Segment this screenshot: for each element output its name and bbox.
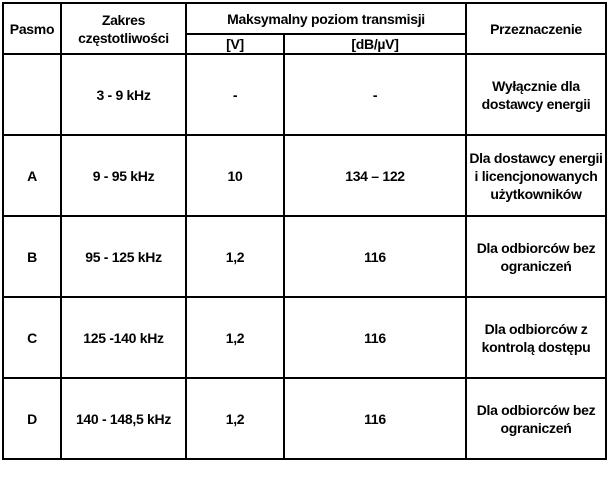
cell-zakres: 3 - 9 kHz	[60, 53, 187, 136]
table-row: C 125 -140 kHz 1,2 116 Dla odbiorców z k…	[2, 296, 607, 379]
cell-pasmo: B	[2, 215, 62, 298]
cell-przeznaczenie: Wyłącznie dla dostawcy energii	[465, 53, 607, 136]
cell-v: 10	[185, 134, 285, 217]
table-row: 3 - 9 kHz - - Wyłącznie dla dostawcy ene…	[2, 53, 607, 136]
cell-v: -	[185, 53, 285, 136]
cell-v: 1,2	[185, 215, 285, 298]
header-unit-db: [dB/µV]	[283, 33, 467, 55]
frequency-band-table: Pasmo Zakres częstotliwości Maksymalny p…	[2, 2, 607, 460]
table-row: A 9 - 95 kHz 10 134 – 122 Dla dostawcy e…	[2, 134, 607, 217]
cell-db: 116	[283, 296, 467, 379]
table-row: B 95 - 125 kHz 1,2 116 Dla odbiorców bez…	[2, 215, 607, 298]
header-pasmo: Pasmo	[2, 2, 62, 55]
cell-zakres: 95 - 125 kHz	[60, 215, 187, 298]
header-zakres: Zakres częstotliwości	[60, 2, 187, 55]
cell-przeznaczenie: Dla odbiorców bez ograniczeń	[465, 215, 607, 298]
cell-db: 134 – 122	[283, 134, 467, 217]
cell-przeznaczenie: Dla odbiorców bez ograniczeń	[465, 377, 607, 460]
cell-pasmo	[2, 53, 62, 136]
table-row: D 140 - 148,5 kHz 1,2 116 Dla odbiorców …	[2, 377, 607, 460]
cell-pasmo: A	[2, 134, 62, 217]
cell-v: 1,2	[185, 377, 285, 460]
header-maks: Maksymalny poziom transmisji	[185, 2, 467, 35]
cell-db: 116	[283, 377, 467, 460]
cell-v: 1,2	[185, 296, 285, 379]
cell-przeznaczenie: Dla odbiorców z kontrolą dostępu	[465, 296, 607, 379]
cell-zakres: 9 - 95 kHz	[60, 134, 187, 217]
cell-db: 116	[283, 215, 467, 298]
cell-db: -	[283, 53, 467, 136]
header-unit-v: [V]	[185, 33, 285, 55]
header-units-row: [V] [dB/µV]	[3, 33, 606, 55]
header-row: Pasmo Zakres częstotliwości Maksymalny p…	[2, 2, 607, 55]
header-przeznaczenie: Przeznaczenie	[465, 2, 607, 55]
cell-zakres: 125 -140 kHz	[60, 296, 187, 379]
cell-pasmo: C	[2, 296, 62, 379]
cell-pasmo: D	[2, 377, 62, 460]
cell-przeznaczenie: Dla dostawcy energii i licencjonowanych …	[465, 134, 607, 217]
cell-zakres: 140 - 148,5 kHz	[60, 377, 187, 460]
